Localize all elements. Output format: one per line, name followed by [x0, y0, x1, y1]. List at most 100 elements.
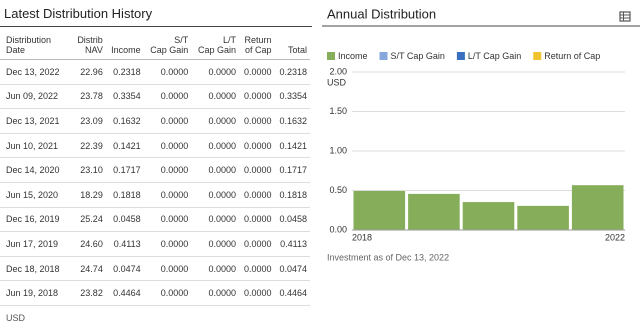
table-cell: 23.09 — [72, 108, 106, 134]
legend-swatch — [379, 52, 388, 60]
table-cell: Dec 13, 2022 — [0, 59, 73, 85]
table-cell: 0.0000 — [238, 207, 275, 233]
table-view-icon[interactable] — [619, 11, 631, 22]
table-cell: 0.3354 — [105, 84, 144, 110]
table-cell: 0.0000 — [191, 84, 239, 110]
table-row: Dec 13, 2022 22.96 0.2318 0.0000 0.0000 0.000… — [0, 59, 310, 85]
table-cell: 0.0000 — [143, 157, 192, 183]
table-cell: 0.0474 — [274, 256, 310, 282]
table-cell: 25.24 — [72, 207, 106, 233]
header-row: Distribution Date Distrib NAV Income S/T Ca… — [0, 29, 310, 60]
column-header: Distribution Date — [0, 29, 73, 60]
chart: Annual Distribution Investment as of Dec… — [322, 6, 640, 262]
table-cell: 0.0000 — [238, 133, 275, 159]
table-cell: 0.1818 — [105, 182, 144, 208]
table-cell: 0.0000 — [143, 207, 192, 233]
table-cell: 0.0474 — [105, 256, 144, 282]
table-cell: 0.0000 — [143, 280, 192, 306]
bar — [408, 193, 460, 230]
table-cell: Jun 17, 2019 — [0, 231, 73, 257]
table-cell: 24.74 — [72, 256, 106, 282]
table-cell: 0.0000 — [238, 108, 275, 134]
distribution-history: Latest Distribution History Distribution… — [0, 0, 312, 323]
table-cell: 0.0000 — [191, 280, 239, 306]
table-cell: 0.0000 — [143, 256, 192, 282]
table-cell: 24.60 — [72, 231, 106, 257]
y-tick-label: 1.00 — [329, 145, 347, 155]
table-cell: 0.4464 — [105, 280, 144, 306]
table-row: Jun 09, 2022 23.78 0.3354 0.0000 0.0000 0.000… — [0, 84, 310, 110]
table-cell: 18.29 — [72, 182, 106, 208]
table-cell: 0.0000 — [238, 59, 275, 85]
table-cell: 0.3354 — [274, 84, 310, 110]
legend-label: S/T Cap Gain — [391, 51, 445, 61]
table-row: Dec 13, 2021 23.09 0.1632 0.0000 0.0000 0.000… — [0, 108, 310, 134]
table-cell: 0.1818 — [274, 182, 310, 208]
table-row: Dec 14, 2020 23.10 0.1717 0.0000 0.0000 0.000… — [0, 157, 310, 183]
table-cell: 0.0000 — [143, 133, 192, 159]
table-cell: 0.0000 — [143, 84, 192, 110]
table-cell: 0.0000 — [191, 59, 239, 85]
column-header: Income — [105, 29, 144, 60]
table-cell: 0.1421 — [274, 133, 310, 159]
legend-label: L/T Cap Gain — [468, 51, 521, 61]
table-cell: Jun 19, 2018 — [0, 280, 73, 306]
table-cell: 22.96 — [72, 59, 106, 85]
table-cell: 0.0000 — [191, 133, 239, 159]
table-cell: 0.0000 — [191, 157, 239, 183]
x-tick-label: 2018 — [352, 232, 372, 242]
table-cell: Dec 16, 2019 — [0, 207, 73, 233]
table-cell: 0.4464 — [274, 280, 310, 306]
table-cell: 0.0000 — [238, 157, 275, 183]
table-cell: 22.39 — [72, 133, 106, 159]
table-row: Dec 18, 2018 24.74 0.0474 0.0000 0.0000 0.000… — [0, 256, 310, 282]
y-tick-label: 0.50 — [329, 185, 347, 195]
table-cell: 0.0000 — [238, 280, 275, 306]
table-cell: 0.1717 — [274, 157, 310, 183]
table-cell: 23.82 — [72, 280, 106, 306]
table-cell: 0.0000 — [238, 84, 275, 110]
distribution-table: Distribution Date Distrib NAV Income S/T Ca… — [0, 29, 310, 306]
table-cell: 0.0000 — [191, 207, 239, 233]
y-tick-label: 2.00 — [329, 66, 347, 76]
column-header: S/T Cap Gain — [143, 29, 192, 60]
table-cell: Dec 14, 2020 — [0, 157, 73, 183]
legend-label: Return of Cap — [544, 51, 600, 61]
table-cell: Jun 10, 2021 — [0, 133, 73, 159]
table-cell: 0.0000 — [238, 256, 275, 282]
table-cell: 0.0000 — [191, 231, 239, 257]
table-cell: 0.0000 — [143, 108, 192, 134]
table-row: Jun 19, 2018 23.82 0.4464 0.0000 0.0000 0.000… — [0, 280, 310, 306]
table-row: Dec 16, 2019 25.24 0.0458 0.0000 0.0000 0.000… — [0, 207, 310, 233]
table-cell: 0.0000 — [191, 182, 239, 208]
table-row: Jun 15, 2020 18.29 0.1818 0.0000 0.0000 0.000… — [0, 182, 310, 208]
table-cell: 0.0458 — [105, 207, 144, 233]
page: Latest Distribution History Distribution… — [0, 6, 640, 323]
table-cell: 0.0000 — [143, 182, 192, 208]
x-tick-label: 2022 — [605, 232, 625, 242]
table-cell: 0.4113 — [105, 231, 144, 257]
table-title: Latest Distribution History — [0, 0, 312, 27]
column-header: Total — [274, 29, 310, 60]
bar — [571, 185, 624, 230]
table-cell: Dec 18, 2018 — [0, 256, 73, 282]
table-cell: Jun 09, 2022 — [0, 84, 73, 110]
chart-footnote: Investment as of Dec 13, 2022 — [327, 252, 449, 262]
table-cell: 0.1717 — [105, 157, 144, 183]
table-row: Jun 17, 2019 24.60 0.4113 0.0000 0.0000 0.000… — [0, 231, 310, 257]
y-tick-label: 1.50 — [329, 106, 347, 116]
table-cell: 0.0000 — [143, 59, 192, 85]
column-header: L/T Cap Gain — [191, 29, 239, 60]
column-header: Distrib NAV — [72, 29, 106, 60]
table-footnote: USD — [6, 312, 26, 323]
table-cell: 0.0000 — [238, 182, 275, 208]
table-cell: 0.0458 — [274, 207, 310, 233]
table-cell: Dec 13, 2021 — [0, 108, 73, 134]
table-cell: 0.1421 — [105, 133, 144, 159]
table-cell: Jun 15, 2020 — [0, 182, 73, 208]
table-row: Jun 10, 2021 22.39 0.1421 0.0000 0.0000 0.000… — [0, 133, 310, 159]
y-tick-label: 0.00 — [329, 224, 347, 234]
table-cell: 0.0000 — [238, 231, 275, 257]
legend-label: Income — [338, 51, 368, 61]
bar — [517, 205, 569, 230]
